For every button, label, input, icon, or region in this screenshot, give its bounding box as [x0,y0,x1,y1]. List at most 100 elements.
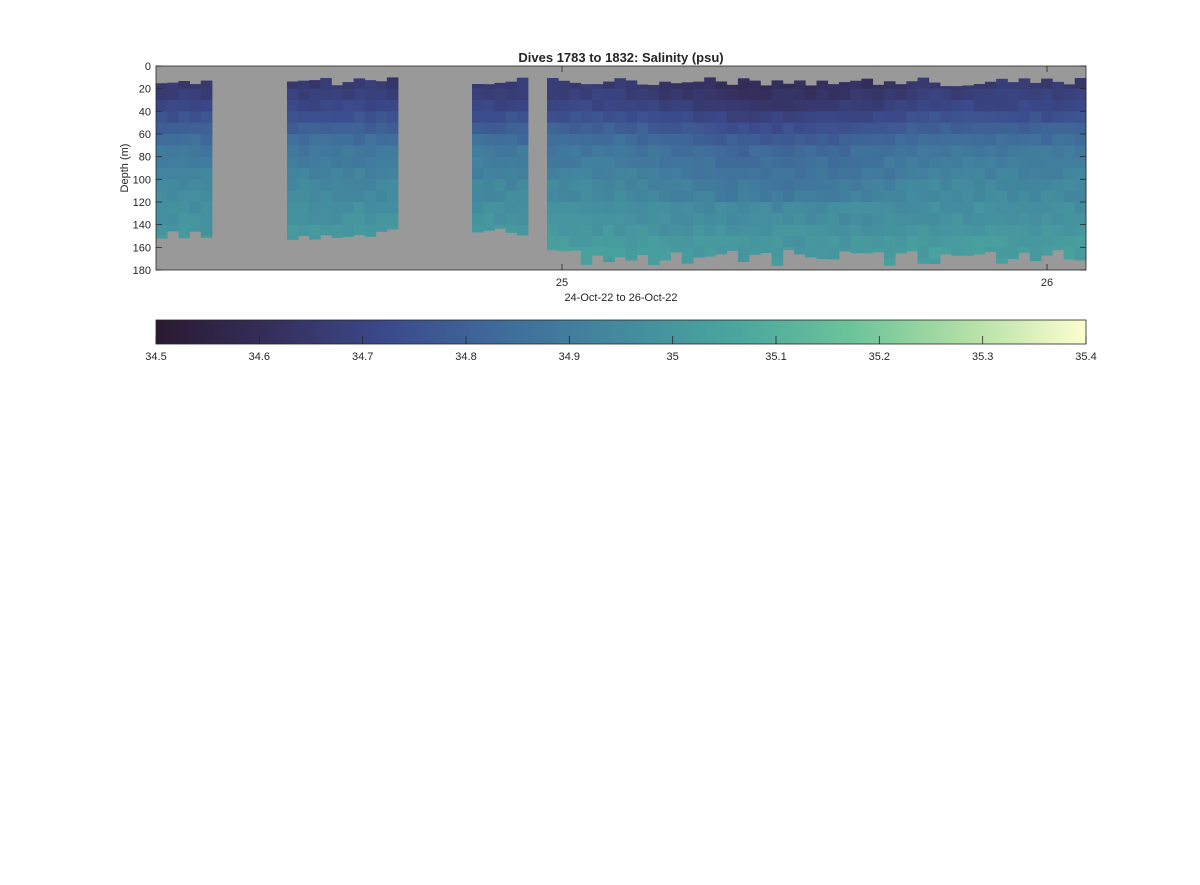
heatmap-cell [996,168,1008,180]
heatmap-cell [580,84,593,90]
heatmap-cell [726,179,739,192]
heatmap-cell [287,81,299,90]
heatmap-cell [984,111,997,124]
heatmap-cell [861,202,874,214]
heatmap-cell [928,258,941,264]
heatmap-cell [320,156,332,169]
heatmap-cell [1063,224,1076,237]
heatmap-cell [309,168,321,180]
heatmap-cell [692,156,705,169]
heatmap-cell [760,88,772,101]
heatmap-cell [1007,100,1020,112]
heatmap-cell [951,156,963,169]
heatmap-cell [861,156,874,169]
heatmap-cell [1018,202,1031,214]
heatmap-cell [1029,122,1042,135]
heatmap-cell [760,100,772,112]
heatmap-cell [838,168,851,180]
heatmap-cell [189,100,202,112]
heatmap-cell [962,145,975,158]
heatmap-cell [883,190,896,203]
heatmap-cell [1041,122,1053,135]
heatmap-cell [558,156,570,169]
heatmap-cell [984,100,997,112]
heatmap-cell [1052,145,1064,158]
x-tick-label: 26 [1041,277,1053,289]
heatmap-cell [1029,213,1042,226]
heatmap-cell [287,145,299,158]
heatmap-cell [1029,179,1042,192]
heatmap-cell [353,88,366,101]
heatmap-cell [614,111,627,124]
heatmap-cell [681,88,694,101]
heatmap-cell [648,145,660,158]
heatmap-cell [1018,122,1031,135]
heatmap-cell [189,111,202,124]
heatmap-cell [309,100,321,112]
heatmap-cell [1018,78,1031,90]
heatmap-cell [681,224,694,237]
heatmap-cell [973,247,986,255]
heatmap-cell [603,81,615,90]
heatmap-cell [320,190,332,203]
heatmap-cell [883,122,896,135]
heatmap-cell [737,179,750,192]
heatmap-cell [1041,78,1053,90]
heatmap-cell [591,236,604,248]
heatmap-cell [342,179,354,192]
heatmap-cell [726,84,739,90]
heatmap-cell [895,145,907,158]
heatmap-cell [760,145,772,158]
heatmap-cell [625,224,638,237]
heatmap-cell [1007,179,1020,192]
heatmap-cell [827,134,840,146]
heatmap-cell [996,236,1008,248]
heatmap-cell [816,179,829,192]
heatmap-cell [1063,111,1076,124]
heatmap-cell [591,179,604,192]
heatmap-cell [386,111,399,124]
heatmap-cell [353,190,366,203]
heatmap-cell [483,111,495,124]
heatmap-cell [816,236,829,248]
heatmap-cell [516,134,529,146]
heatmap-cell [726,213,739,226]
heatmap-cell [580,224,593,237]
heatmap-cell [984,134,997,146]
heatmap-cell [342,100,354,112]
heatmap-cell [189,156,202,169]
heatmap-cell [603,190,615,203]
heatmap-cell [737,88,750,101]
heatmap-cell [872,247,885,253]
heatmap-cell [483,100,495,112]
heatmap-cell [906,190,918,203]
heatmap-cell [603,134,615,146]
heatmap-cell [569,190,582,203]
heatmap-cell [771,179,784,192]
heatmap-cell [681,258,694,264]
heatmap-cell [1018,247,1031,253]
heatmap-cell [569,202,582,214]
heatmap-cell [760,156,772,169]
heatmap-cell [1041,224,1053,237]
heatmap-cell [287,213,299,226]
heatmap-cell [494,156,506,169]
heatmap-cell [726,168,739,180]
heatmap-cell [1074,156,1087,169]
heatmap-cell [962,156,975,169]
heatmap-cell [494,224,506,229]
heatmap-cell [850,224,862,237]
heatmap-cell [726,190,739,203]
heatmap-cell [771,224,784,237]
heatmap-cell [659,122,671,135]
heatmap-cell [558,111,570,124]
heatmap-cell [569,156,582,169]
colorbar-tick-label: 34.6 [249,351,270,363]
heatmap-cell [1029,111,1042,124]
heatmap-cell [648,134,660,146]
heatmap-cell [940,202,952,214]
heatmap-cell [681,179,694,192]
heatmap-cell [167,122,179,135]
heatmap-cell [973,236,986,248]
heatmap-cell [681,202,694,214]
